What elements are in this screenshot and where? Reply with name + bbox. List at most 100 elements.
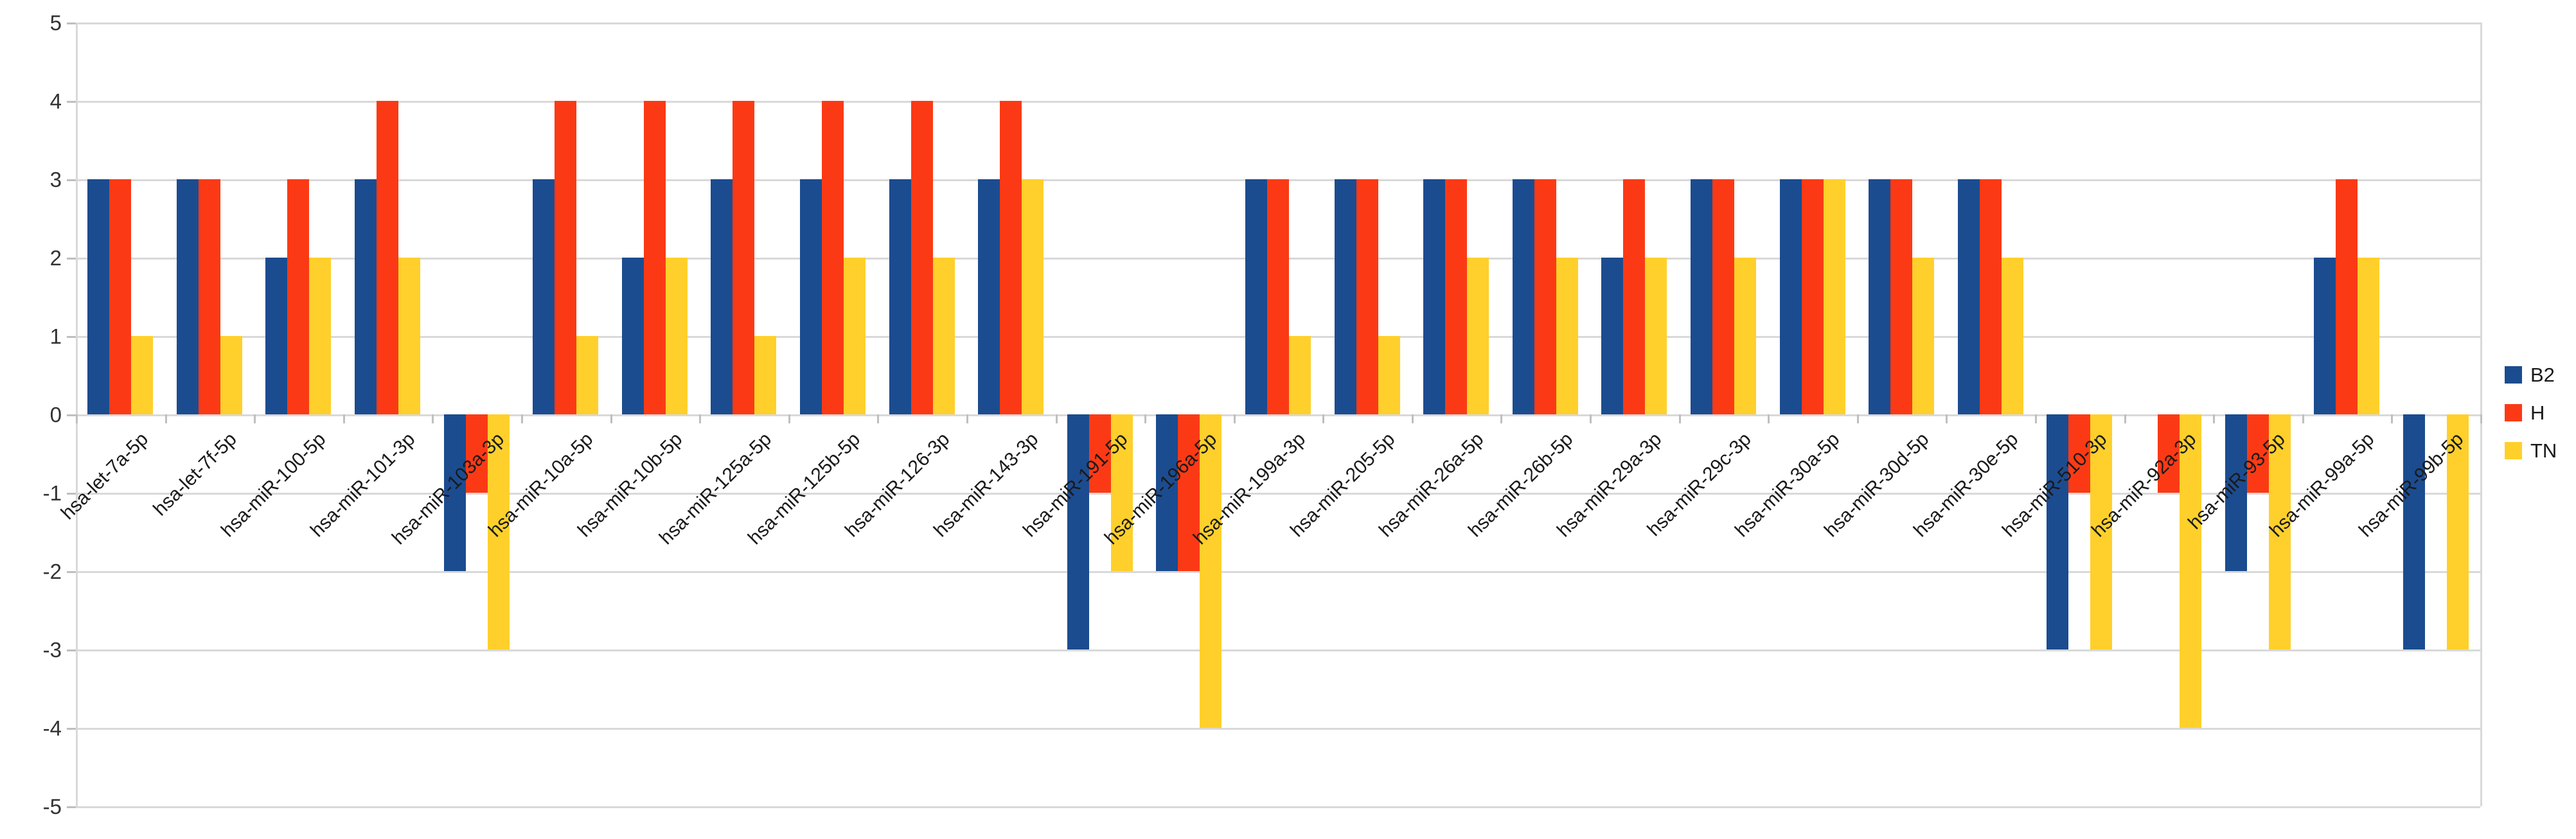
bar-b2-hsa-miR-99b-5p — [2403, 414, 2425, 649]
bar-h-hsa-miR-93-5p — [2246, 414, 2269, 493]
bar-b2-hsa-miR-10b-5p — [621, 258, 644, 414]
bar-b2-hsa-miR-101-3p — [355, 179, 377, 414]
x-axis-tick — [1678, 414, 1681, 423]
bar-h-hsa-miR-199a-3p — [1267, 179, 1289, 414]
bar-h-hsa-miR-196a-5p — [1178, 414, 1200, 571]
bar-tn-hsa-miR-30e-5p — [2001, 258, 2023, 414]
y-axis-tick-label: 2 — [49, 246, 62, 270]
bar-b2-hsa-let-7a-5p — [87, 179, 110, 414]
gridline-y--2 — [76, 571, 2480, 573]
bar-h-hsa-miR-205-5p — [1356, 179, 1378, 414]
bar-b2-hsa-miR-205-5p — [1334, 179, 1356, 414]
bar-tn-hsa-miR-191-5p — [1110, 414, 1133, 571]
bar-h-hsa-miR-30a-5p — [1801, 179, 1824, 414]
x-axis-tick — [2035, 414, 2038, 423]
y-axis-tick-label: 1 — [49, 324, 62, 348]
legend-label-tn: TN — [2530, 439, 2557, 462]
y-axis-tick-label: -5 — [42, 795, 62, 818]
bar-b2-hsa-miR-100-5p — [265, 258, 288, 414]
bar-b2-hsa-miR-26b-5p — [1512, 179, 1534, 414]
x-axis-tick — [1500, 414, 1503, 423]
x-axis-tick — [2124, 414, 2126, 423]
x-axis-tick — [610, 414, 612, 423]
x-axis-tick — [1411, 414, 1414, 423]
bar-b2-hsa-miR-26a-5p — [1423, 179, 1446, 414]
bar-b2-hsa-miR-510-3p — [2047, 414, 2069, 649]
y-axis-tick — [67, 414, 76, 416]
bar-h-hsa-miR-26a-5p — [1445, 179, 1468, 414]
bar-tn-hsa-miR-510-3p — [2090, 414, 2113, 649]
bar-b2-hsa-miR-99a-5p — [2314, 258, 2336, 414]
y-axis-tick-label: 5 — [49, 11, 62, 35]
bar-tn-hsa-miR-205-5p — [1378, 336, 1400, 414]
bar-h-hsa-miR-143-3p — [1000, 101, 1022, 414]
bar-h-hsa-miR-92a-3p — [2157, 414, 2180, 493]
bar-tn-hsa-miR-99b-5p — [2446, 414, 2469, 649]
bar-tn-hsa-miR-29a-3p — [1645, 258, 1667, 414]
bar-tn-hsa-let-7a-5p — [131, 336, 154, 414]
y-axis-tick — [67, 649, 76, 651]
x-axis-tick — [1144, 414, 1147, 423]
x-axis-tick — [1322, 414, 1325, 423]
y-axis-tick — [67, 728, 76, 730]
bar-tn-hsa-miR-26b-5p — [1556, 258, 1578, 414]
y-axis-tick — [67, 22, 76, 24]
bar-h-hsa-miR-103a-3p — [465, 414, 488, 493]
bar-b2-hsa-miR-103a-3p — [443, 414, 466, 571]
bar-h-hsa-miR-191-5p — [1088, 414, 1111, 493]
bar-tn-hsa-miR-143-3p — [1022, 179, 1044, 414]
x-axis-tick — [699, 414, 702, 423]
x-axis-tick — [254, 414, 256, 423]
bar-h-hsa-miR-10a-5p — [555, 101, 577, 414]
y-axis-tick — [67, 258, 76, 260]
bar-b2-hsa-miR-125a-5p — [711, 179, 733, 414]
bar-h-hsa-miR-29c-3p — [1712, 179, 1734, 414]
bar-h-hsa-miR-101-3p — [377, 101, 399, 414]
bar-tn-hsa-miR-30a-5p — [1823, 179, 1845, 414]
bar-tn-hsa-miR-26a-5p — [1467, 258, 1489, 414]
y-axis-tick-label: -2 — [42, 560, 62, 583]
x-axis-tick — [432, 414, 434, 423]
y-axis-tick — [67, 179, 76, 181]
y-axis-tick — [67, 493, 76, 495]
gridline-y-4 — [76, 101, 2480, 103]
bar-b2-hsa-miR-30a-5p — [1779, 179, 1802, 414]
bar-tn-hsa-miR-125b-5p — [844, 258, 866, 414]
bar-tn-hsa-miR-29c-3p — [1734, 258, 1756, 414]
gridline-y--5 — [76, 806, 2480, 808]
x-axis-tick — [2302, 414, 2304, 423]
bar-b2-hsa-miR-29a-3p — [1601, 258, 1624, 414]
y-axis-tick-label: -3 — [42, 638, 62, 662]
bar-h-hsa-miR-100-5p — [287, 179, 310, 414]
bar-h-hsa-miR-125a-5p — [733, 101, 755, 414]
bar-tn-hsa-miR-10a-5p — [576, 336, 599, 414]
bar-tn-hsa-miR-100-5p — [309, 258, 332, 414]
bar-tn-hsa-miR-30d-5p — [1912, 258, 1935, 414]
bar-h-hsa-miR-10b-5p — [643, 101, 666, 414]
bar-tn-hsa-miR-126-3p — [932, 258, 955, 414]
bar-h-hsa-let-7a-5p — [109, 179, 132, 414]
bar-tn-hsa-miR-93-5p — [2268, 414, 2291, 649]
gridline-y--1 — [76, 493, 2480, 495]
x-axis-tick — [788, 414, 790, 423]
bar-tn-hsa-miR-99a-5p — [2358, 258, 2380, 414]
bar-tn-hsa-miR-92a-3p — [2179, 414, 2201, 728]
x-axis-tick — [1055, 414, 1058, 423]
bar-h-hsa-miR-30d-5p — [1890, 179, 1913, 414]
y-axis-tick-label: 4 — [49, 89, 62, 113]
y-axis-tick — [67, 101, 76, 103]
y-axis-tick-label: 0 — [49, 403, 62, 427]
bar-b2-hsa-miR-30e-5p — [1957, 179, 1980, 414]
bar-b2-hsa-miR-191-5p — [1067, 414, 1089, 649]
legend-swatch-h — [2505, 404, 2522, 421]
bar-h-hsa-miR-125b-5p — [822, 101, 844, 414]
bar-tn-hsa-miR-101-3p — [398, 258, 421, 414]
bar-b2-hsa-miR-126-3p — [889, 179, 911, 414]
legend-label-b2: B2 — [2530, 364, 2555, 386]
bar-b2-hsa-miR-196a-5p — [1156, 414, 1178, 571]
bar-tn-hsa-let-7f-5p — [220, 336, 242, 414]
legend-label-h: H — [2530, 402, 2545, 424]
y-axis-tick — [67, 571, 76, 573]
bar-b2-hsa-let-7f-5p — [176, 179, 199, 414]
x-axis-tick — [966, 414, 968, 423]
